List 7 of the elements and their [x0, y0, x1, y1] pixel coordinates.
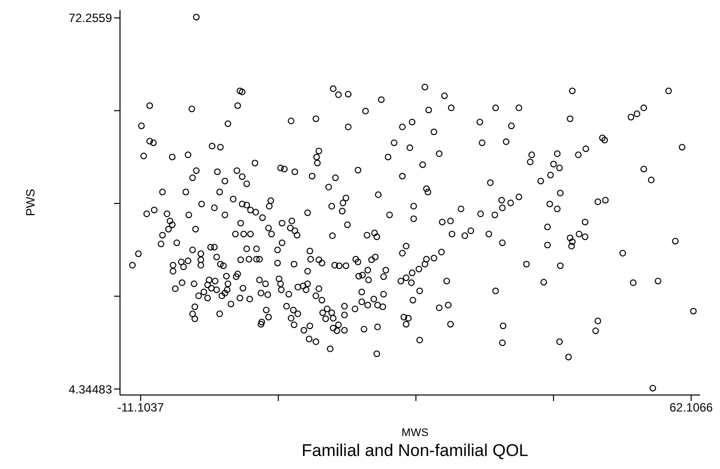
x-axis-title: MWS	[400, 427, 430, 439]
y-tick-label: 4.34483	[68, 382, 112, 396]
y-axis-title: PWS	[23, 188, 38, 216]
y-tick-label: 72.2559	[68, 11, 112, 26]
text: Familial and Non-familial QOL	[300, 441, 530, 461]
x-tick-label: -11.1037	[117, 400, 164, 415]
x-tick-label: 62.1066	[669, 400, 714, 415]
